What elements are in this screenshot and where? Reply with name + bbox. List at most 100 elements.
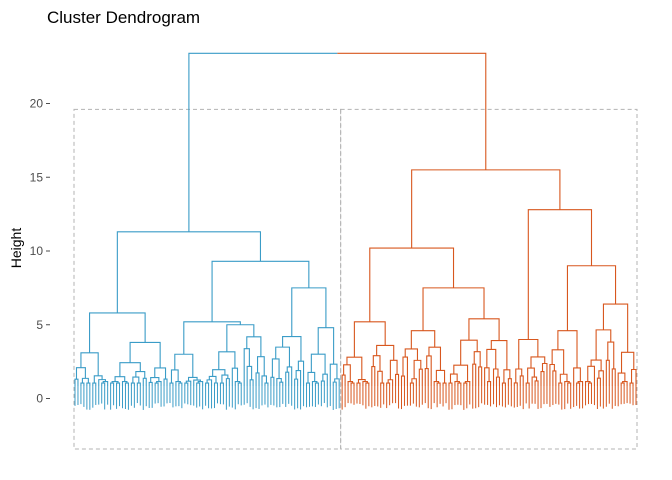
dendrogram-link (291, 287, 327, 337)
dendrogram-link (410, 330, 436, 349)
dendrogram-link (515, 368, 523, 383)
dendrogram-link (130, 382, 135, 386)
dendrogram-link (453, 364, 469, 382)
dendrogram-link (386, 382, 391, 386)
dendrogram-link (142, 377, 147, 386)
dendrogram-link (507, 378, 512, 386)
dendrogram-link (341, 374, 346, 386)
dendrogram-link (424, 368, 429, 386)
dendrogram-link (353, 321, 386, 358)
dendrogram-link (75, 367, 86, 380)
dendrogram-link (501, 382, 506, 386)
dendrogram-link (460, 339, 478, 366)
dendrogram-link (116, 231, 262, 313)
dendrogram-link (187, 376, 198, 382)
dendrogram-link (629, 382, 634, 386)
dendrogram-link (81, 377, 89, 384)
dendrogram-link (436, 382, 441, 386)
dendrogram-link (484, 367, 490, 386)
dendrogram-link (185, 380, 192, 386)
dendrogram-link (362, 380, 368, 386)
dendrogram-link (611, 368, 616, 386)
dendrogram-link (433, 380, 440, 386)
dendrogram-link (577, 380, 584, 386)
dendrogram-link (320, 380, 325, 386)
dendrogram-link (426, 355, 432, 386)
dendrogram-link (295, 370, 302, 386)
dendrogram-link (310, 353, 326, 375)
dendrogram-link (357, 379, 366, 384)
dendrogram-link (549, 363, 555, 386)
dendrogram-link (74, 378, 79, 386)
dendrogram-link (486, 348, 497, 370)
dendrogram-link (234, 380, 241, 386)
dendrogram-link (237, 382, 242, 386)
dendrogram-link (464, 380, 471, 386)
dendrogram-link (541, 362, 548, 386)
dendrogram-link (576, 382, 581, 386)
dendrogram-link (121, 380, 128, 386)
dendrogram-link (478, 366, 483, 386)
dendrogram-link (193, 379, 201, 386)
leaf-labels (74, 385, 637, 410)
dendrogram-link (332, 381, 337, 386)
dendrogram-link (264, 382, 269, 386)
dendrogram-link (184, 382, 189, 386)
dendrogram-link (534, 380, 539, 386)
dendrogram-link (607, 341, 615, 369)
dendrogram-link (413, 359, 422, 379)
dendrogram-link (92, 382, 97, 386)
dendrogram-link (558, 382, 563, 386)
dendrogram-link (129, 341, 161, 368)
dendrogram-link (213, 382, 219, 386)
dendrogram-link (525, 382, 530, 386)
y-tick-label: 20 (30, 97, 44, 111)
dendrogram-link (294, 378, 299, 386)
y-axis: 0 5 10 15 20 (30, 97, 50, 406)
dendrogram-link (256, 356, 265, 376)
dendrogram-link (369, 247, 455, 322)
dendrogram-link (175, 380, 181, 386)
dendrogram-link (376, 344, 395, 361)
chart-title: Cluster Dendrogram (47, 8, 200, 27)
root-link (337, 52, 487, 170)
dendrogram-link (567, 382, 572, 386)
dendrogram-link (448, 382, 453, 386)
dendrogram-link (148, 381, 153, 386)
dendrogram-link (356, 382, 361, 386)
dendrogram-link (314, 382, 319, 386)
dendrogram-link (559, 373, 568, 384)
dendrogram-link (178, 382, 183, 386)
dendrogram-link (322, 373, 328, 386)
dendrogram-link (243, 348, 250, 386)
dendrogram-link (136, 382, 141, 386)
dendrogram-link (101, 382, 106, 386)
dendrogram-link (518, 338, 539, 370)
dendrogram-link (490, 340, 508, 370)
dendrogram-link (513, 382, 518, 386)
root-link (188, 52, 338, 232)
dendrogram-link (132, 376, 140, 384)
dendrogram-link (402, 356, 408, 386)
dendrogram-link (527, 209, 593, 340)
dendrogram-link (400, 375, 406, 386)
dendrogram-link (111, 380, 119, 384)
dendrogram-link (346, 356, 363, 380)
dendrogram-link (211, 260, 310, 322)
dendrogram-link (371, 366, 376, 386)
dendrogram-link (271, 358, 280, 379)
dendrogram-link (282, 336, 302, 362)
cluster-boxes (73, 108, 638, 450)
dendrogram-link (463, 382, 468, 386)
dendrogram-link (422, 287, 485, 331)
dendrogram-link (596, 377, 601, 386)
dendrogram-link (454, 380, 460, 386)
dendrogram-link (114, 376, 126, 382)
dendrogram-link (519, 375, 524, 386)
dendrogram-link (620, 382, 625, 386)
dendrogram-link (102, 380, 109, 386)
dendrogram-link (163, 378, 168, 386)
dendrogram-link (472, 363, 477, 386)
dendrogram-link (124, 382, 129, 386)
